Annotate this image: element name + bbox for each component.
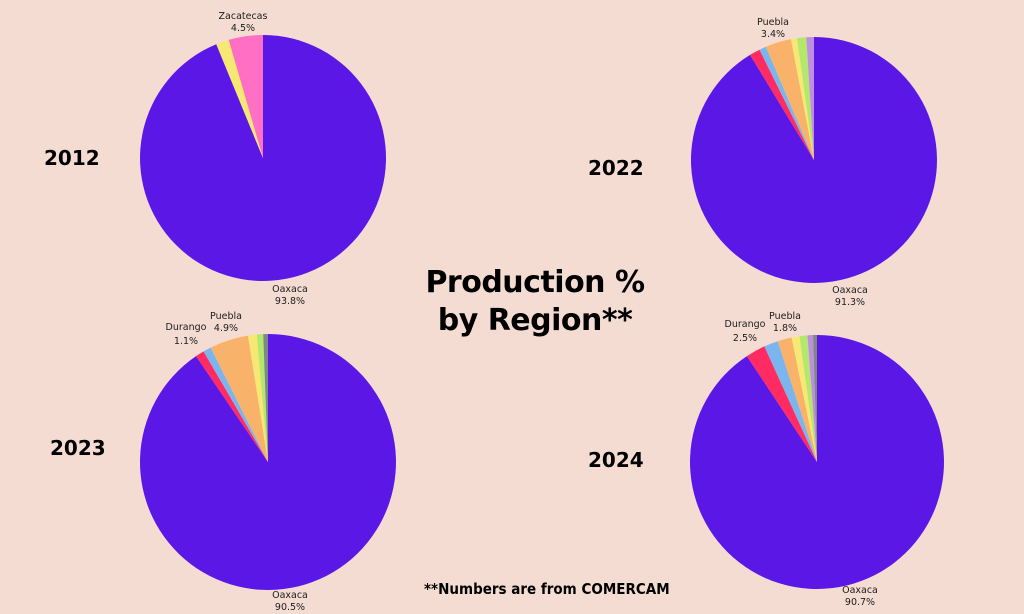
pie-2023-slice-segment-5 xyxy=(256,334,268,462)
pie-2023-label-oaxaca: Oaxaca xyxy=(272,590,308,601)
source-footnote: **Numbers are from COMERCAM xyxy=(424,580,670,598)
pie-2022-value-oaxaca: 91.3% xyxy=(835,297,865,308)
pie-2023-slice-segment-2 xyxy=(203,347,268,462)
chart-title: Production % by Region** xyxy=(404,264,666,340)
pie-2022-slice-segment-5 xyxy=(797,37,814,160)
pie-2022-slice-segment-2 xyxy=(759,46,814,161)
pie-2023-value-puebla: 4.9% xyxy=(214,323,238,334)
pie-2024-slice-segment-7 xyxy=(813,334,817,462)
pie-2024-slice-durango xyxy=(746,346,817,462)
pie-2022-slice-segment-6 xyxy=(806,36,814,160)
pie-2024-slice-oaxaca xyxy=(689,335,944,589)
pie-2022-label-puebla: Puebla xyxy=(757,17,789,28)
pie-2012-slice-oaxaca xyxy=(140,35,387,281)
pie-2024-value-puebla: 1.8% xyxy=(773,323,797,334)
pie-2023-slice-oaxaca xyxy=(139,334,396,590)
pie-2023-label-puebla: Puebla xyxy=(210,311,242,322)
pie-2024-value-durango: 2.5% xyxy=(733,333,757,344)
pie-2024-label-oaxaca: Oaxaca xyxy=(842,585,878,596)
pie-2012-slice-segment-1 xyxy=(216,39,263,158)
pie-2024-slice-puebla xyxy=(777,337,817,462)
pie-2023-label-durango: Durango xyxy=(166,322,207,333)
pie-2024-slice-segment-6 xyxy=(807,335,817,462)
pie-2022-label-oaxaca: Oaxaca xyxy=(832,285,868,296)
pie-2024-value-oaxaca: 90.7% xyxy=(845,597,875,608)
pie-2024-slice-segment-2 xyxy=(764,341,817,462)
year-label-2024: 2024 xyxy=(588,448,644,472)
chart-title-line1: Production % xyxy=(425,265,645,300)
pie-2022-slice-puebla xyxy=(790,38,814,160)
pie-2022-slice-segment-3 xyxy=(765,39,814,160)
pie-2023-slice-segment-6 xyxy=(263,334,268,462)
pie-2024-slice-segment-4 xyxy=(791,336,817,462)
year-label-2023: 2023 xyxy=(50,436,106,460)
pie-2012-value-oaxaca: 93.8% xyxy=(275,296,305,307)
pie-2024-label-durango: Durango xyxy=(725,319,766,330)
pie-2023-slice-durango xyxy=(196,351,268,462)
pie-2012-label-oaxaca: Oaxaca xyxy=(272,284,308,295)
pie-2023-value-oaxaca: 90.5% xyxy=(275,602,305,613)
pie-2024-slice-segment-5 xyxy=(799,335,817,462)
pie-2022-slice-oaxaca xyxy=(690,37,937,283)
pie-2012-label-zacatecas: Zacatecas xyxy=(219,11,268,22)
year-label-2022: 2022 xyxy=(588,156,644,180)
pie-2023-slice-puebla xyxy=(210,335,268,462)
pie-2023-slice-segment-4 xyxy=(247,334,268,462)
pie-2024-label-puebla: Puebla xyxy=(769,311,801,322)
pie-2022-slice-segment-1 xyxy=(750,49,814,160)
pie-2023-value-durango: 1.1% xyxy=(174,336,198,347)
pie-2012-slice-zacatecas xyxy=(228,34,263,158)
pie-2022-value-puebla: 3.4% xyxy=(761,29,785,40)
pie-2012-value-zacatecas: 4.5% xyxy=(231,23,255,34)
chart-title-line2: by Region** xyxy=(437,303,633,338)
year-label-2012: 2012 xyxy=(44,146,100,170)
